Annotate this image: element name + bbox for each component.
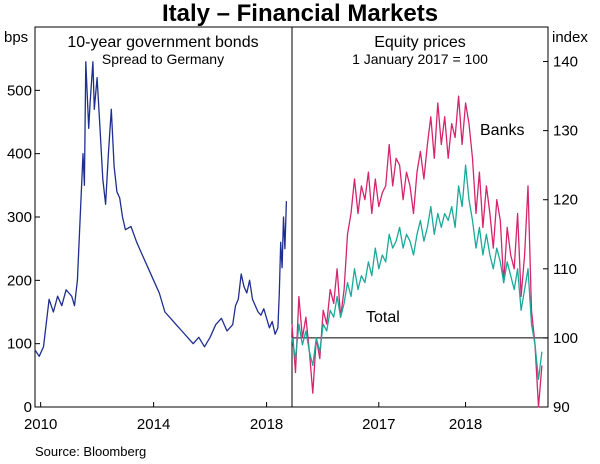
equity-ytick-label: 130 <box>553 123 578 140</box>
total-series-line <box>291 164 543 381</box>
chart-title: Italy – Financial Markets <box>162 0 438 27</box>
equity-xtick-label: 2017 <box>362 416 395 433</box>
bonds-panel-title: 10-year government bonds <box>67 34 258 51</box>
total-series-label: Total <box>366 309 400 326</box>
equity-ytick-label: 110 <box>553 261 577 278</box>
equity-panel: index Equity prices 1 January 2017 = 100… <box>291 29 588 433</box>
equity-ytick-label: 140 <box>553 54 578 71</box>
source-note: Source: Bloomberg <box>35 444 146 459</box>
equity-ytick-label: 90 <box>553 399 570 416</box>
bonds-panel-subtitle: Spread to Germany <box>102 51 224 67</box>
banks-series-label: Banks <box>480 122 524 139</box>
equity-ytick-label: 120 <box>553 192 578 209</box>
bonds-xtick-label: 2010 <box>24 416 57 433</box>
bonds-xtick-label: 2018 <box>250 416 283 433</box>
banks-series-line <box>291 95 543 408</box>
bonds-xtick-label: 2014 <box>137 416 170 433</box>
equity-xtick-label: 2018 <box>449 416 482 433</box>
bonds-ytick-label: 300 <box>7 209 32 226</box>
bonds-ytick-label: 200 <box>7 272 32 289</box>
left-axis-unit-label: bps <box>4 29 28 46</box>
equity-ytick-label: 100 <box>553 330 578 347</box>
bonds-ytick-label: 500 <box>7 82 32 99</box>
equity-panel-subtitle: 1 January 2017 = 100 <box>352 51 488 67</box>
bonds-ytick-label: 0 <box>24 399 32 416</box>
equity-panel-title: Equity prices <box>374 34 466 51</box>
spread-to-germany-series-line <box>34 61 288 357</box>
right-axis-unit-label: index <box>552 29 588 46</box>
bonds-ytick-label: 100 <box>7 336 32 353</box>
bonds-ytick-label: 400 <box>7 146 32 163</box>
bonds-panel: bps 10-year government bonds Spread to G… <box>4 29 288 433</box>
